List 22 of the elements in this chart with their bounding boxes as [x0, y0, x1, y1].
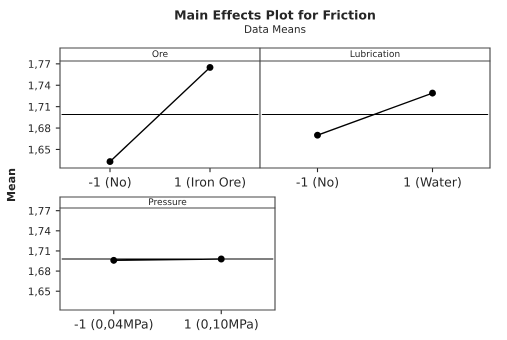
y-tick-label: 1,65 — [28, 146, 50, 155]
y-tick-label: 1,71 — [28, 247, 50, 256]
x-tick-label: -1 (No) — [296, 177, 338, 188]
text: Main Effects Plot for Friction — [175, 10, 375, 20]
y-tick-label: 1,77 — [28, 207, 50, 216]
x-tick-label: 1 (Iron Ore) — [175, 177, 246, 188]
x-tick-label: -1 (No) — [89, 177, 131, 188]
text: Data Means — [245, 25, 306, 34]
chart-title: Ore — [152, 50, 168, 58]
x-tick-label: 1 (0,10MPa) — [185, 319, 258, 330]
y-tick-label: 1,74 — [28, 227, 50, 236]
x-tick-label: 1 (Water) — [404, 177, 461, 188]
chart-title: Pressure — [149, 198, 186, 206]
y-tick-label: 1,74 — [28, 82, 50, 90]
y-tick-label: 1,77 — [28, 60, 50, 70]
y-axis-title: Mean — [6, 168, 16, 201]
y-tick-label: 1,68 — [28, 267, 50, 276]
y-tick-label: 1,71 — [28, 103, 50, 112]
y-tick-label: 1,68 — [28, 124, 50, 134]
y-tick-label: 1,65 — [28, 287, 50, 296]
chart-title: Lubrication — [350, 50, 400, 58]
x-tick-label: -1 (0,04MPa) — [74, 319, 152, 330]
